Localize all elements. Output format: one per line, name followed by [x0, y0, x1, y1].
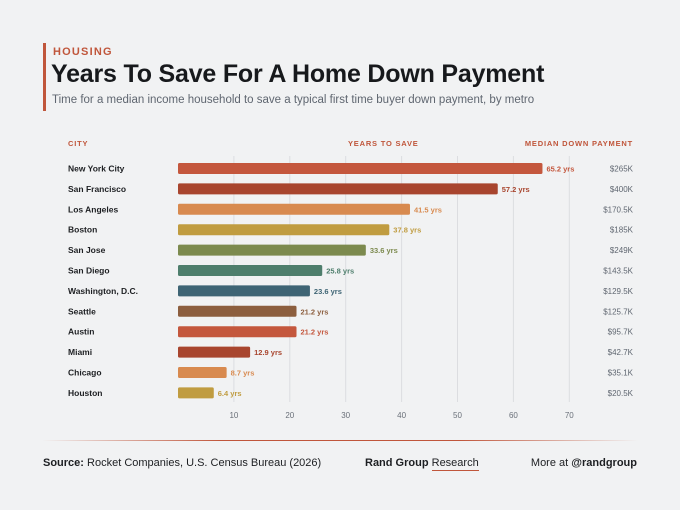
down-payment-label: $400K	[610, 185, 634, 194]
city-label: San Jose	[68, 245, 106, 255]
city-label: Austin	[68, 327, 94, 337]
bar[interactable]	[178, 163, 543, 174]
kicker: HOUSING	[53, 46, 113, 58]
bar[interactable]	[178, 326, 297, 338]
bar[interactable]	[178, 305, 297, 317]
bar-chart: 10 20 30 40 50 60 70 New York City 65.2 yrs $265K…	[68, 156, 634, 420]
down-payment-label: $125.7K	[603, 307, 633, 316]
city-label: Los Angeles	[68, 204, 118, 214]
bar[interactable]	[178, 244, 366, 256]
value-label: 57.2 yrs	[502, 185, 530, 194]
down-payment-label: $185K	[610, 226, 634, 235]
x-tick-label: 50	[453, 411, 462, 420]
x-tick-label: 40	[397, 411, 406, 420]
x-tick-label: 10	[229, 411, 238, 420]
city-label: Chicago	[68, 368, 102, 378]
value-label: 23.6 yrs	[314, 287, 342, 296]
city-label: Seattle	[68, 306, 96, 316]
down-payment-label: $95.7K	[608, 328, 634, 337]
bar[interactable]	[178, 224, 390, 236]
footer-brand: Rand Group Research	[365, 457, 479, 471]
handle-link[interactable]: @randgroup	[571, 457, 637, 469]
down-payment-label: $42.7K	[608, 348, 634, 357]
value-label: 65.2 yrs	[546, 165, 574, 174]
x-tick-label: 20	[285, 411, 294, 420]
city-label: Boston	[68, 225, 97, 235]
value-label: 25.8 yrs	[326, 267, 354, 276]
bar[interactable]	[178, 183, 498, 195]
down-payment-label: $20.5K	[608, 389, 634, 398]
value-label: 37.8 yrs	[393, 226, 421, 235]
city-label: New York City	[68, 164, 125, 174]
value-label: 21.2 yrs	[301, 307, 329, 316]
bar[interactable]	[178, 203, 410, 215]
down-payment-label: $143.5K	[603, 267, 633, 276]
source-text: Rocket Companies, U.S. Census Bureau (20…	[87, 457, 322, 469]
x-tick-label: 60	[509, 411, 518, 420]
down-payment-label: $129.5K	[603, 287, 633, 296]
city-label: Houston	[68, 388, 102, 398]
footer-rule	[42, 440, 638, 441]
column-header-years: YEARS TO SAVE	[348, 139, 419, 148]
column-header-payment: MEDIAN DOWN PAYMENT	[524, 139, 633, 148]
chart-header: HOUSING Years To Save For A Home Down Pa…	[43, 42, 643, 114]
more-text: More at	[530, 457, 569, 469]
bar[interactable]	[178, 387, 214, 399]
x-tick-label: 70	[565, 411, 574, 420]
city-label: Washington, D.C.	[68, 286, 138, 296]
accent-bar	[43, 43, 46, 111]
column-header-city: CITY	[68, 139, 89, 148]
down-payment-label: $35.1K	[608, 369, 634, 378]
chart-subtitle: Time for a median income household to sa…	[52, 94, 535, 106]
city-label: San Diego	[68, 266, 110, 276]
x-tick-label: 30	[341, 411, 350, 420]
footer-more: More at @randgroup	[531, 457, 637, 469]
bar[interactable]	[178, 346, 251, 358]
source-label: Source:	[43, 457, 84, 469]
value-label: 8.7 yrs	[231, 369, 255, 378]
footer-source: Source: Rocket Companies, U.S. Census Bu…	[43, 457, 321, 469]
value-label: 41.5 yrs	[414, 205, 442, 214]
down-payment-label: $170.5K	[603, 205, 633, 214]
bar[interactable]	[178, 367, 227, 378]
value-label: 33.6 yrs	[370, 246, 398, 255]
value-label: 6.4 yrs	[218, 389, 242, 398]
brand-name: Rand Group	[365, 457, 429, 469]
brand-research: Research	[431, 457, 479, 471]
value-label: 12.9 yrs	[254, 348, 282, 357]
city-label: Miami	[68, 347, 92, 357]
city-label: San Francisco	[68, 184, 126, 194]
chart-title: Years To Save For A Home Down Payment	[51, 60, 545, 88]
value-label: 21.2 yrs	[301, 328, 329, 337]
bar[interactable]	[178, 285, 310, 297]
bar[interactable]	[178, 265, 323, 276]
down-payment-label: $265K	[610, 165, 634, 174]
down-payment-label: $249K	[610, 246, 634, 255]
